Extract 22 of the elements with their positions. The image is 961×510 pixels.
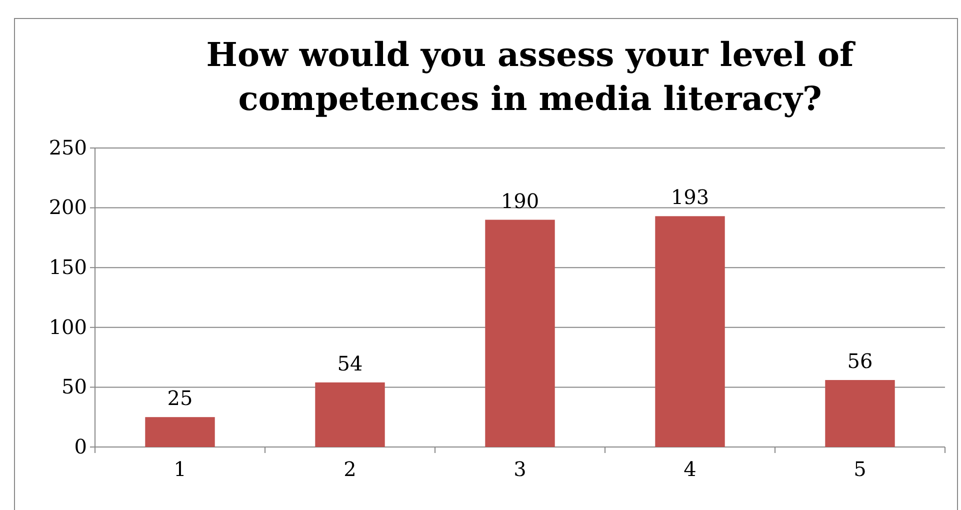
bar	[485, 220, 555, 447]
bar	[145, 417, 215, 447]
data-label: 193	[670, 185, 710, 210]
data-label: 25	[167, 386, 193, 410]
bar	[655, 216, 725, 447]
bar	[825, 380, 895, 447]
data-label: 190	[500, 188, 540, 213]
x-tick-label: 1	[174, 457, 186, 481]
y-tick-label: 200	[48, 195, 87, 220]
y-tick-label: 0	[74, 434, 87, 458]
x-tick-label: 4	[684, 457, 696, 481]
chart-title: How would you assess your level of competences in media literacy?	[206, 35, 856, 118]
x-tick-label: 2	[344, 457, 356, 481]
x-tick-label: 5	[854, 457, 866, 481]
y-tick-label: 150	[48, 255, 87, 279]
y-tick-label: 250	[48, 135, 87, 160]
data-label: 56	[847, 349, 873, 374]
x-tick-label: 3	[514, 457, 526, 481]
y-tick-label: 50	[62, 374, 87, 399]
y-tick-label: 100	[48, 314, 87, 339]
bar	[315, 382, 385, 447]
data-label: 54	[337, 351, 363, 376]
